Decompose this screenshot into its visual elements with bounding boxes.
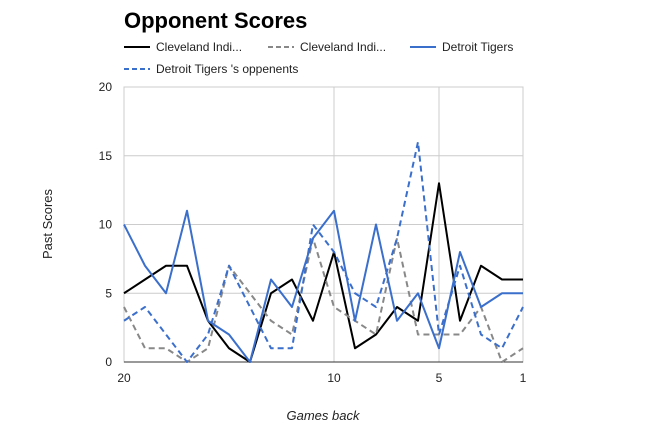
series-lines	[123, 141, 524, 363]
y-tick-label: 15	[99, 149, 113, 163]
series-line-2[interactable]	[123, 209, 523, 363]
y-tick-label: 20	[99, 80, 113, 94]
x-tick-label: 5	[436, 371, 443, 385]
series-line-3[interactable]	[123, 141, 524, 363]
legend: Cleveland Indi... Cleveland Indi... Detr…	[124, 40, 513, 76]
x-tick-label: 20	[117, 371, 131, 385]
chart-title: Opponent Scores	[124, 8, 307, 33]
legend-item-2[interactable]: Detroit Tigers	[410, 40, 513, 54]
x-tick-label: 1	[520, 371, 527, 385]
y-tick-label: 0	[105, 355, 112, 369]
series-line-1[interactable]	[123, 237, 524, 363]
tick-labels: 0 5 10 15 20 20 10 5 1	[99, 80, 527, 385]
legend-item-1[interactable]: Cleveland Indi...	[268, 40, 386, 54]
legend-label-1: Cleveland Indi...	[300, 40, 386, 54]
series-line-0[interactable]	[123, 182, 523, 363]
x-axis-title: Games back	[287, 408, 361, 423]
legend-label-2: Detroit Tigers	[442, 40, 513, 54]
y-tick-label: 5	[105, 286, 112, 300]
legend-item-0[interactable]: Cleveland Indi...	[124, 40, 242, 54]
y-tick-label: 10	[99, 218, 113, 232]
legend-label-3: Detroit Tigers 's oppenents	[156, 62, 298, 76]
x-tick-label: 10	[327, 371, 341, 385]
legend-label-0: Cleveland Indi...	[156, 40, 242, 54]
legend-item-3[interactable]: Detroit Tigers 's oppenents	[124, 62, 298, 76]
y-axis-title: Past Scores	[40, 188, 55, 259]
